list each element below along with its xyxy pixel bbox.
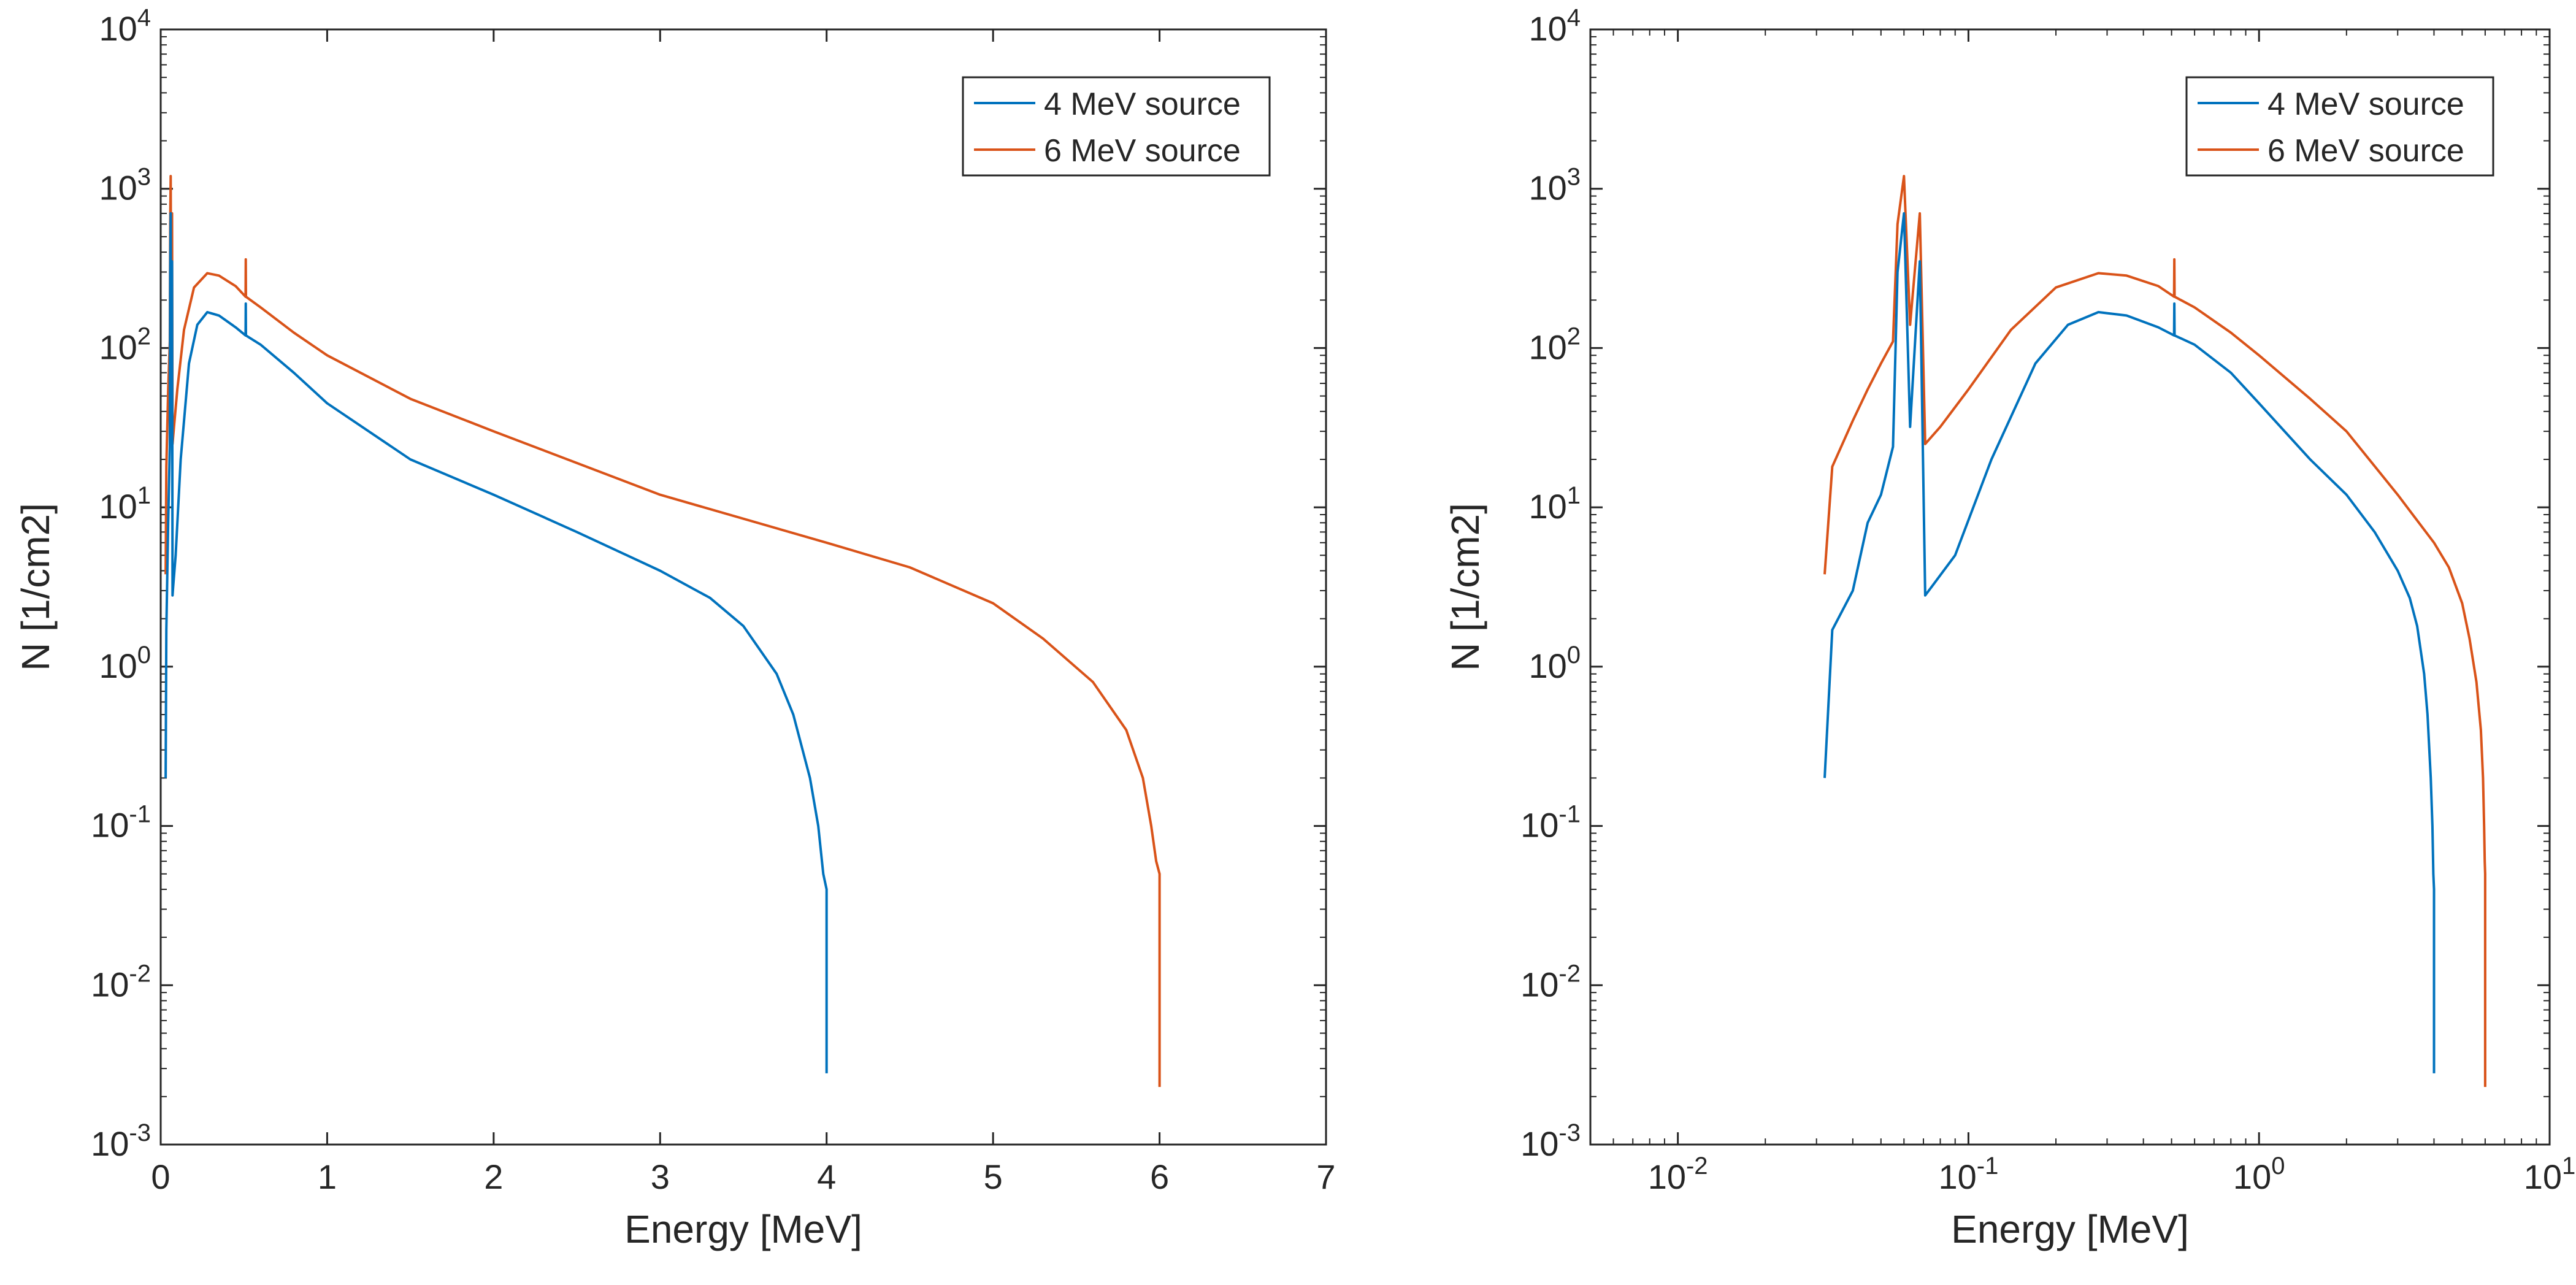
x-tick-label-exponent: 0 bbox=[2271, 1153, 2285, 1180]
plot-area-frame bbox=[1589, 28, 2551, 1146]
y-tick-label-base: 10 bbox=[99, 169, 137, 207]
series-layer bbox=[164, 175, 1161, 1087]
y-tick-label: 103 bbox=[99, 164, 151, 207]
y-tick-label: 10-2 bbox=[91, 960, 151, 1003]
y-tick-label-exponent: 4 bbox=[137, 4, 151, 31]
y-tick-label-exponent: -3 bbox=[129, 1119, 151, 1146]
y-tick-label-exponent: -1 bbox=[129, 801, 151, 828]
y-tick-label-exponent: 3 bbox=[1567, 164, 1581, 191]
x-tick-label: 10-1 bbox=[1938, 1153, 1998, 1196]
y-tick-label-base: 10 bbox=[99, 9, 137, 48]
x-tick-label-base: 10 bbox=[1648, 1157, 1686, 1196]
y-tick-label-exponent: 4 bbox=[1567, 4, 1581, 31]
x-tick-label: 5 bbox=[984, 1157, 1003, 1196]
y-tick-label-base: 10 bbox=[91, 965, 129, 1003]
x-tick-label: 7 bbox=[1316, 1157, 1335, 1196]
legend-label: 6 MeV source bbox=[2267, 133, 2464, 169]
legend: 4 MeV source 6 MeV source bbox=[2185, 76, 2494, 177]
x-tick-label-exponent: -1 bbox=[1977, 1153, 1999, 1180]
y-tick-label: 102 bbox=[1528, 323, 1581, 366]
y-tick-label-base: 10 bbox=[99, 646, 137, 685]
x-tick-label-exponent: -2 bbox=[1686, 1153, 1708, 1180]
x-tick-label: 101 bbox=[2524, 1153, 2576, 1196]
x-tick-label: 6 bbox=[1150, 1157, 1169, 1196]
y-tick-label: 10-1 bbox=[1520, 801, 1581, 845]
y-tick-label-base: 10 bbox=[91, 806, 129, 845]
y-tick-label-base: 10 bbox=[1528, 487, 1566, 526]
y-tick-label-exponent: 2 bbox=[137, 323, 151, 350]
x-tick-label: 4 bbox=[817, 1157, 836, 1196]
y-tick-label: 104 bbox=[1528, 4, 1581, 48]
y-tick-label-exponent: 0 bbox=[137, 642, 151, 669]
y-tick-label-base: 10 bbox=[99, 328, 137, 366]
y-tick-label-base: 10 bbox=[99, 487, 137, 526]
y-tick-label: 10-1 bbox=[91, 801, 151, 845]
y-tick-label: 101 bbox=[1528, 482, 1581, 526]
y-tick-label-exponent: 2 bbox=[1567, 323, 1581, 350]
legend-label: 4 MeV source bbox=[1044, 86, 1241, 122]
y-tick-label: 101 bbox=[99, 482, 151, 526]
series-line-4-mev-source bbox=[1823, 212, 2436, 1073]
x-tick-label-base: 10 bbox=[1938, 1157, 1976, 1196]
series-line-6-mev-source bbox=[1823, 175, 2486, 1087]
y-tick-label: 100 bbox=[99, 642, 151, 685]
x-tick-label-exponent: 1 bbox=[2562, 1153, 2575, 1180]
x-axis-label: Energy [MeV] bbox=[624, 1207, 862, 1251]
y-tick-label-base: 10 bbox=[1520, 1124, 1558, 1163]
x-tick-label: 100 bbox=[2233, 1153, 2285, 1196]
y-tick-label-base: 10 bbox=[1520, 965, 1558, 1003]
series-layer bbox=[1823, 175, 2486, 1087]
y-tick-label-exponent: 3 bbox=[137, 164, 151, 191]
legend-label: 6 MeV source bbox=[1044, 133, 1241, 169]
y-tick-label-base: 10 bbox=[91, 1124, 129, 1163]
x-tick-label-base: 10 bbox=[2524, 1157, 2562, 1196]
plot-area-frame bbox=[159, 28, 1327, 1146]
y-tick-label: 100 bbox=[1528, 642, 1581, 685]
y-tick-label: 10-3 bbox=[1520, 1119, 1581, 1163]
x-tick-label: 1 bbox=[318, 1157, 337, 1196]
y-tick-label: 10-2 bbox=[1520, 960, 1581, 1003]
y-tick-label-exponent: 0 bbox=[1567, 642, 1581, 669]
legend: 4 MeV source 6 MeV source bbox=[962, 76, 1271, 177]
y-tick-label-exponent: 1 bbox=[137, 482, 151, 509]
y-tick-label-base: 10 bbox=[1528, 9, 1566, 48]
x-tick-label: 2 bbox=[484, 1157, 503, 1196]
y-tick-label-exponent: -2 bbox=[1558, 960, 1581, 987]
y-tick-label-base: 10 bbox=[1528, 169, 1566, 207]
y-tick-label: 102 bbox=[99, 323, 151, 366]
series-line-4-mev-source bbox=[164, 212, 828, 1073]
legend-box bbox=[2185, 76, 2494, 177]
y-tick-label-base: 10 bbox=[1520, 806, 1558, 845]
y-axis-label: N [1/cm2] bbox=[13, 503, 58, 671]
y-tick-label-base: 10 bbox=[1528, 328, 1566, 366]
y-tick-label: 104 bbox=[99, 4, 151, 48]
y-tick-label-exponent: -1 bbox=[1558, 801, 1581, 828]
x-tick-label: 3 bbox=[651, 1157, 670, 1196]
legend-label: 4 MeV source bbox=[2267, 86, 2464, 122]
y-tick-label-exponent: -2 bbox=[129, 960, 151, 987]
y-tick-label-exponent: 1 bbox=[1567, 482, 1581, 509]
y-tick-label: 103 bbox=[1528, 164, 1581, 207]
x-tick-label: 0 bbox=[151, 1157, 170, 1196]
y-tick-label: 10-3 bbox=[91, 1119, 151, 1163]
x-tick-label: 10-2 bbox=[1648, 1153, 1708, 1196]
y-tick-label-base: 10 bbox=[1528, 646, 1566, 685]
y-axis-label: N [1/cm2] bbox=[1443, 503, 1487, 671]
x-tick-label-base: 10 bbox=[2233, 1157, 2271, 1196]
x-axis-label: Energy [MeV] bbox=[1951, 1207, 2189, 1251]
y-tick-label-exponent: -3 bbox=[1558, 1119, 1581, 1146]
legend-box bbox=[962, 76, 1271, 177]
